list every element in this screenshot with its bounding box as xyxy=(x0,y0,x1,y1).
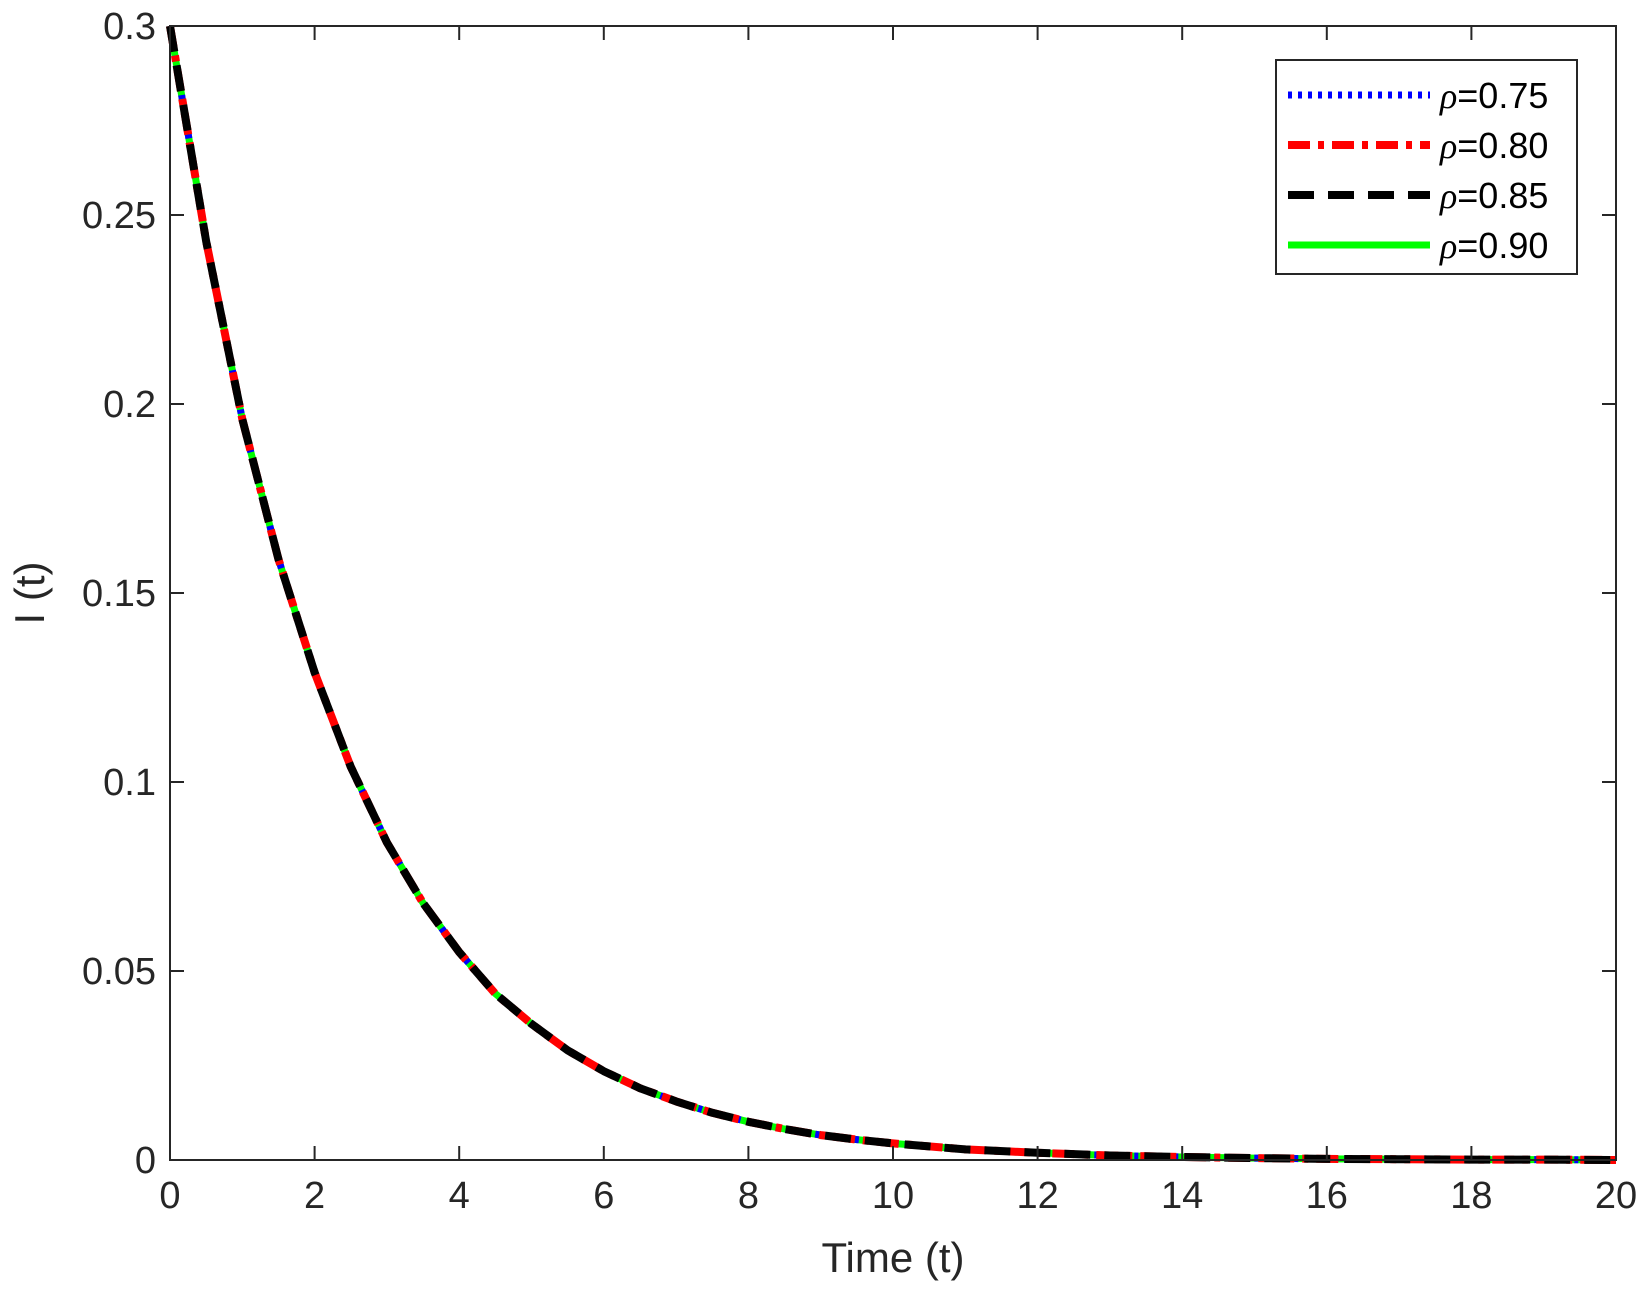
y-axis-title: I (t) xyxy=(6,562,53,625)
x-tick-label: 2 xyxy=(304,1175,325,1217)
y-tick-label: 0.15 xyxy=(82,573,156,615)
x-axis-title: Time (t) xyxy=(821,1234,964,1281)
x-tick-label: 16 xyxy=(1306,1175,1348,1217)
legend-label-4: ρ=0.90 xyxy=(1439,225,1548,266)
x-tick-label: 6 xyxy=(593,1175,614,1217)
y-tick-label: 0.2 xyxy=(103,384,156,426)
legend-label-1: ρ=0.75 xyxy=(1439,75,1548,116)
y-tick-label: 0 xyxy=(135,1140,156,1182)
y-tick-label: 0.05 xyxy=(82,951,156,993)
x-tick-label: 14 xyxy=(1161,1175,1203,1217)
series-line-3 xyxy=(166,25,1617,1164)
y-axis: 0 0.05 0.1 0.15 0.2 0.25 0.3 xyxy=(82,6,1616,1182)
y-tick-label: 0.1 xyxy=(103,762,156,804)
series-line-1 xyxy=(166,25,1617,1164)
y-tick-label: 0.3 xyxy=(103,6,156,48)
y-tick-label: 0.25 xyxy=(82,195,156,237)
x-tick-label: 8 xyxy=(738,1175,759,1217)
legend-label-2: ρ=0.80 xyxy=(1439,125,1548,166)
legend-items: ρ=0.75 ρ=0.80 ρ=0.85 ρ=0.90 xyxy=(1288,75,1548,266)
legend-box xyxy=(1275,59,1578,275)
series-layer xyxy=(166,25,1617,1164)
x-tick-label: 18 xyxy=(1450,1175,1492,1217)
x-tick-label: 0 xyxy=(159,1175,180,1217)
x-tick-label: 4 xyxy=(449,1175,470,1217)
legend: ρ=0.75 ρ=0.80 ρ=0.85 ρ=0.90 xyxy=(1275,59,1578,275)
x-axis: 0 2 4 6 8 10 12 14 16 18 20 xyxy=(159,26,1637,1217)
x-tick-label: 10 xyxy=(872,1175,914,1217)
legend-label-3: ρ=0.85 xyxy=(1439,175,1548,216)
x-tick-label: 20 xyxy=(1595,1175,1637,1217)
x-tick-label: 12 xyxy=(1016,1175,1058,1217)
